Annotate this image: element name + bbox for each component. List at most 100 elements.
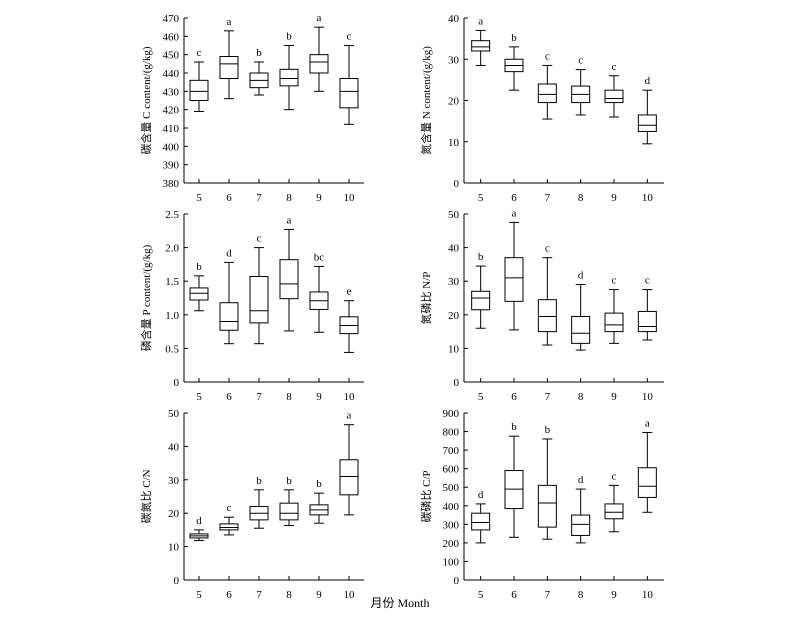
- y-tick-label: 400: [443, 501, 460, 513]
- iqr-box: [604, 312, 624, 333]
- iqr-box: [637, 310, 657, 333]
- y-tick-label: 900: [443, 408, 460, 420]
- box-month-5: d: [189, 515, 209, 542]
- y-tick-label: 40: [448, 243, 460, 255]
- y-tick-label: 380: [163, 178, 180, 190]
- x-tick-label: 5: [478, 192, 484, 204]
- significance-letter: a: [478, 15, 483, 27]
- x-tick-label: 9: [611, 391, 617, 403]
- significance-letter: a: [287, 214, 292, 226]
- x-tick-label: 10: [344, 192, 356, 204]
- chart-panel-4: 0 10 20 30 40 50 5 6 7 8 9 10 氮磷比 N/P b a c d c c: [419, 207, 664, 403]
- box-month-7: c: [537, 243, 557, 346]
- significance-letter: b: [256, 475, 262, 487]
- y-tick-label: 30: [448, 54, 460, 66]
- iqr-box: [537, 299, 557, 333]
- box-month-7: b: [249, 475, 269, 529]
- significance-letter: a: [317, 12, 322, 24]
- y-tick-label: 300: [443, 519, 460, 531]
- box-month-10: a: [637, 417, 657, 513]
- y-tick-label: 800: [443, 427, 460, 439]
- significance-letter: d: [196, 515, 202, 527]
- significance-letter: b: [286, 475, 292, 487]
- box-month-5: a: [471, 15, 491, 66]
- iqr-box: [339, 78, 359, 109]
- significance-letter: b: [316, 478, 322, 490]
- box-month-5: b: [471, 251, 491, 329]
- y-tick-label: 10: [168, 542, 180, 554]
- x-tick-label: 8: [578, 391, 584, 403]
- significance-letter: c: [612, 275, 617, 287]
- significance-letter: c: [612, 61, 617, 73]
- x-tick-label: 8: [286, 391, 292, 403]
- x-tick-label: 9: [316, 391, 322, 403]
- significance-letter: b: [545, 424, 551, 436]
- box-month-6: a: [504, 207, 524, 331]
- y-tick-label: 0: [174, 575, 180, 587]
- y-tick-label: 450: [163, 50, 180, 62]
- y-tick-label: 2.5: [165, 209, 179, 221]
- box-month-10: d: [637, 75, 657, 145]
- y-axis-title: 氮含量 N content/(g/kg): [419, 46, 433, 155]
- y-tick-label: 10: [448, 343, 460, 355]
- y-tick-label: 50: [448, 209, 460, 221]
- y-tick-label: 420: [163, 105, 180, 117]
- x-tick-label: 9: [316, 192, 322, 204]
- iqr-box: [189, 79, 209, 102]
- iqr-box: [471, 290, 491, 311]
- x-tick-label: 7: [256, 192, 262, 204]
- y-tick-label: 400: [163, 141, 180, 153]
- y-tick-label: 440: [163, 68, 180, 80]
- y-tick-label: 430: [163, 86, 180, 98]
- y-tick-label: 0.5: [165, 343, 179, 355]
- iqr-box: [604, 89, 624, 104]
- box-month-9: a: [309, 12, 329, 92]
- y-tick-label: 500: [443, 482, 460, 494]
- y-tick-label: 10: [448, 137, 460, 149]
- x-tick-label: 5: [478, 589, 484, 601]
- significance-letter: b: [511, 32, 517, 44]
- x-tick-label: 9: [611, 192, 617, 204]
- x-tick-label: 5: [478, 391, 484, 403]
- iqr-box: [637, 467, 657, 498]
- y-axis-title: 碳氮比 C/N: [139, 469, 153, 523]
- iqr-box: [637, 114, 657, 132]
- iqr-box: [471, 512, 491, 531]
- iqr-box: [309, 54, 329, 74]
- x-tick-label: 6: [226, 589, 232, 601]
- box-month-6: b: [504, 32, 524, 91]
- x-tick-label: 8: [286, 192, 292, 204]
- significance-letter: d: [645, 75, 651, 87]
- y-tick-label: 600: [443, 464, 460, 476]
- chart-panel-2: 0 10 20 30 40 5 6 7 8 9 10 氮含量 N content/(g/kg) a b c c…: [419, 13, 664, 204]
- x-tick-label: 8: [286, 589, 292, 601]
- iqr-box: [249, 275, 269, 324]
- x-tick-label: 6: [226, 391, 232, 403]
- significance-letter: c: [347, 31, 352, 43]
- y-axis-title: 碳含量 C content/(g/kg): [139, 46, 153, 154]
- significance-letter: c: [578, 55, 583, 67]
- box-month-8: c: [571, 55, 591, 116]
- significance-letter: a: [512, 207, 517, 219]
- significance-letter: c: [545, 50, 550, 62]
- box-month-7: c: [537, 50, 557, 120]
- y-tick-label: 20: [448, 96, 460, 108]
- x-tick-label: 7: [545, 192, 551, 204]
- box-month-9: c: [604, 470, 624, 533]
- y-tick-label: 50: [168, 408, 180, 420]
- box-month-7: b: [249, 47, 269, 96]
- iqr-box: [504, 257, 524, 302]
- significance-letter: b: [286, 31, 292, 43]
- significance-letter: d: [478, 489, 484, 501]
- y-tick-label: 30: [168, 475, 180, 487]
- iqr-box: [279, 502, 299, 521]
- box-month-10: c: [339, 31, 359, 125]
- significance-letter: c: [545, 243, 550, 255]
- x-tick-label: 7: [256, 589, 262, 601]
- x-tick-label: 10: [642, 391, 654, 403]
- significance-letter: a: [645, 417, 650, 429]
- significance-letter: b: [511, 421, 517, 433]
- x-tick-label: 7: [545, 589, 551, 601]
- box-month-5: c: [189, 47, 209, 112]
